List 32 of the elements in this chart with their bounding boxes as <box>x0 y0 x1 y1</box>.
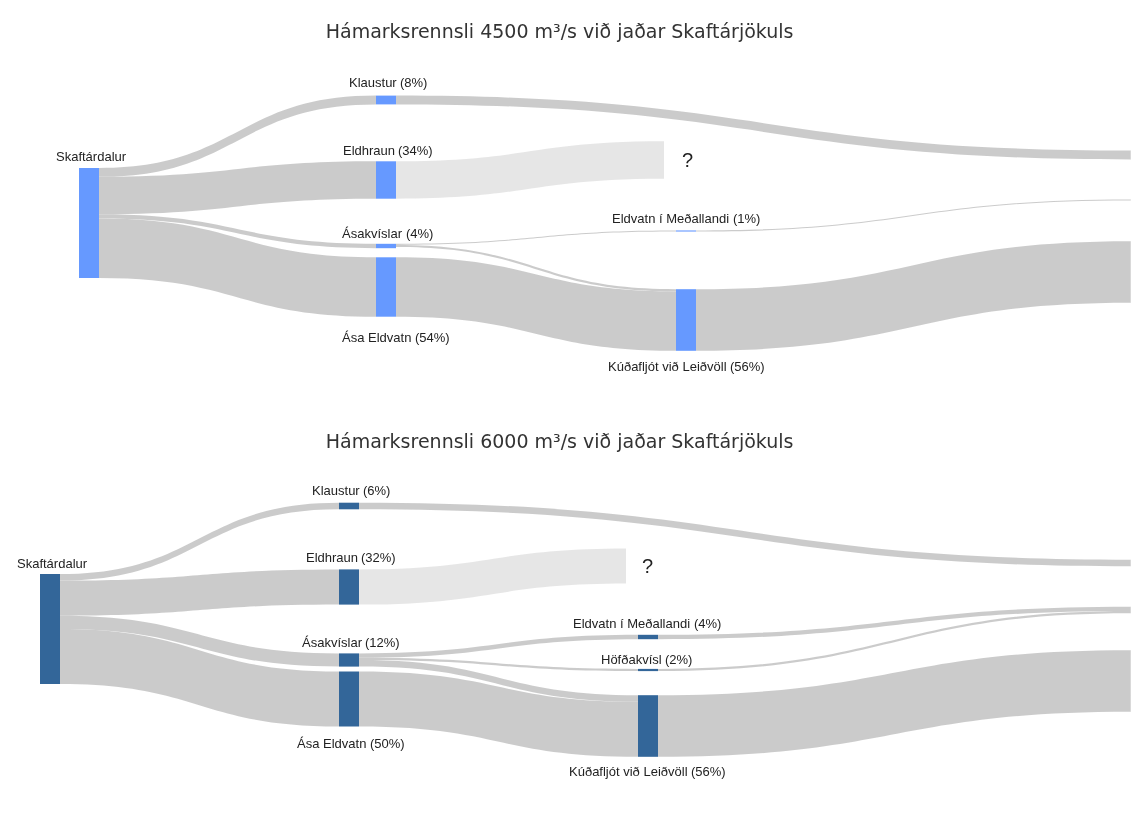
category-label: ? <box>642 555 654 577</box>
data-label: (12%) <box>365 635 400 650</box>
category-label: Ása Eldvatn <box>342 330 412 345</box>
data-label: (56%) <box>730 359 765 374</box>
category-label: Kúðafljót við Leiðvöll <box>608 359 727 374</box>
data-label: (6%) <box>363 483 391 498</box>
category-label: ? <box>682 149 694 171</box>
data-label: (2%) <box>665 652 693 667</box>
category-label: Höfðakvísl <box>601 652 662 667</box>
text: Hámarksrennsli 6000 m³/s við jaðar Skaftárjökuls <box>325 429 794 452</box>
data-label: (56%) <box>691 764 726 779</box>
data-label: (4%) <box>406 226 434 241</box>
category-label: Skaftárdalur <box>56 149 127 164</box>
category-label: Eldvatn í Meðallandi <box>573 616 691 631</box>
category-label: Eldhraun <box>306 550 359 565</box>
category-label: Klaustur <box>349 75 398 90</box>
text: Hámarksrennsli 4500 m³/s við jaðar Skaftárjökuls <box>325 19 794 42</box>
data-label: (32%) <box>361 550 396 565</box>
data-label: (1%) <box>733 211 761 226</box>
category-label: Eldhraun <box>343 143 396 158</box>
category-label: Kúðafljót við Leiðvöll <box>569 764 688 779</box>
data-label: (8%) <box>400 75 428 90</box>
category-label: Ásakvíslar <box>342 226 403 241</box>
category-label: Klaustur <box>312 483 361 498</box>
category-label: Ásakvíslar <box>302 635 363 650</box>
category-label: Ása Eldvatn <box>297 736 367 751</box>
data-label: (50%) <box>370 736 405 751</box>
category-label: Eldvatn í Meðallandi <box>612 211 730 226</box>
data-label: (34%) <box>398 143 433 158</box>
data-label: (4%) <box>694 616 722 631</box>
category-label: Skaftárdalur <box>17 556 88 571</box>
data-label: (54%) <box>415 330 450 345</box>
